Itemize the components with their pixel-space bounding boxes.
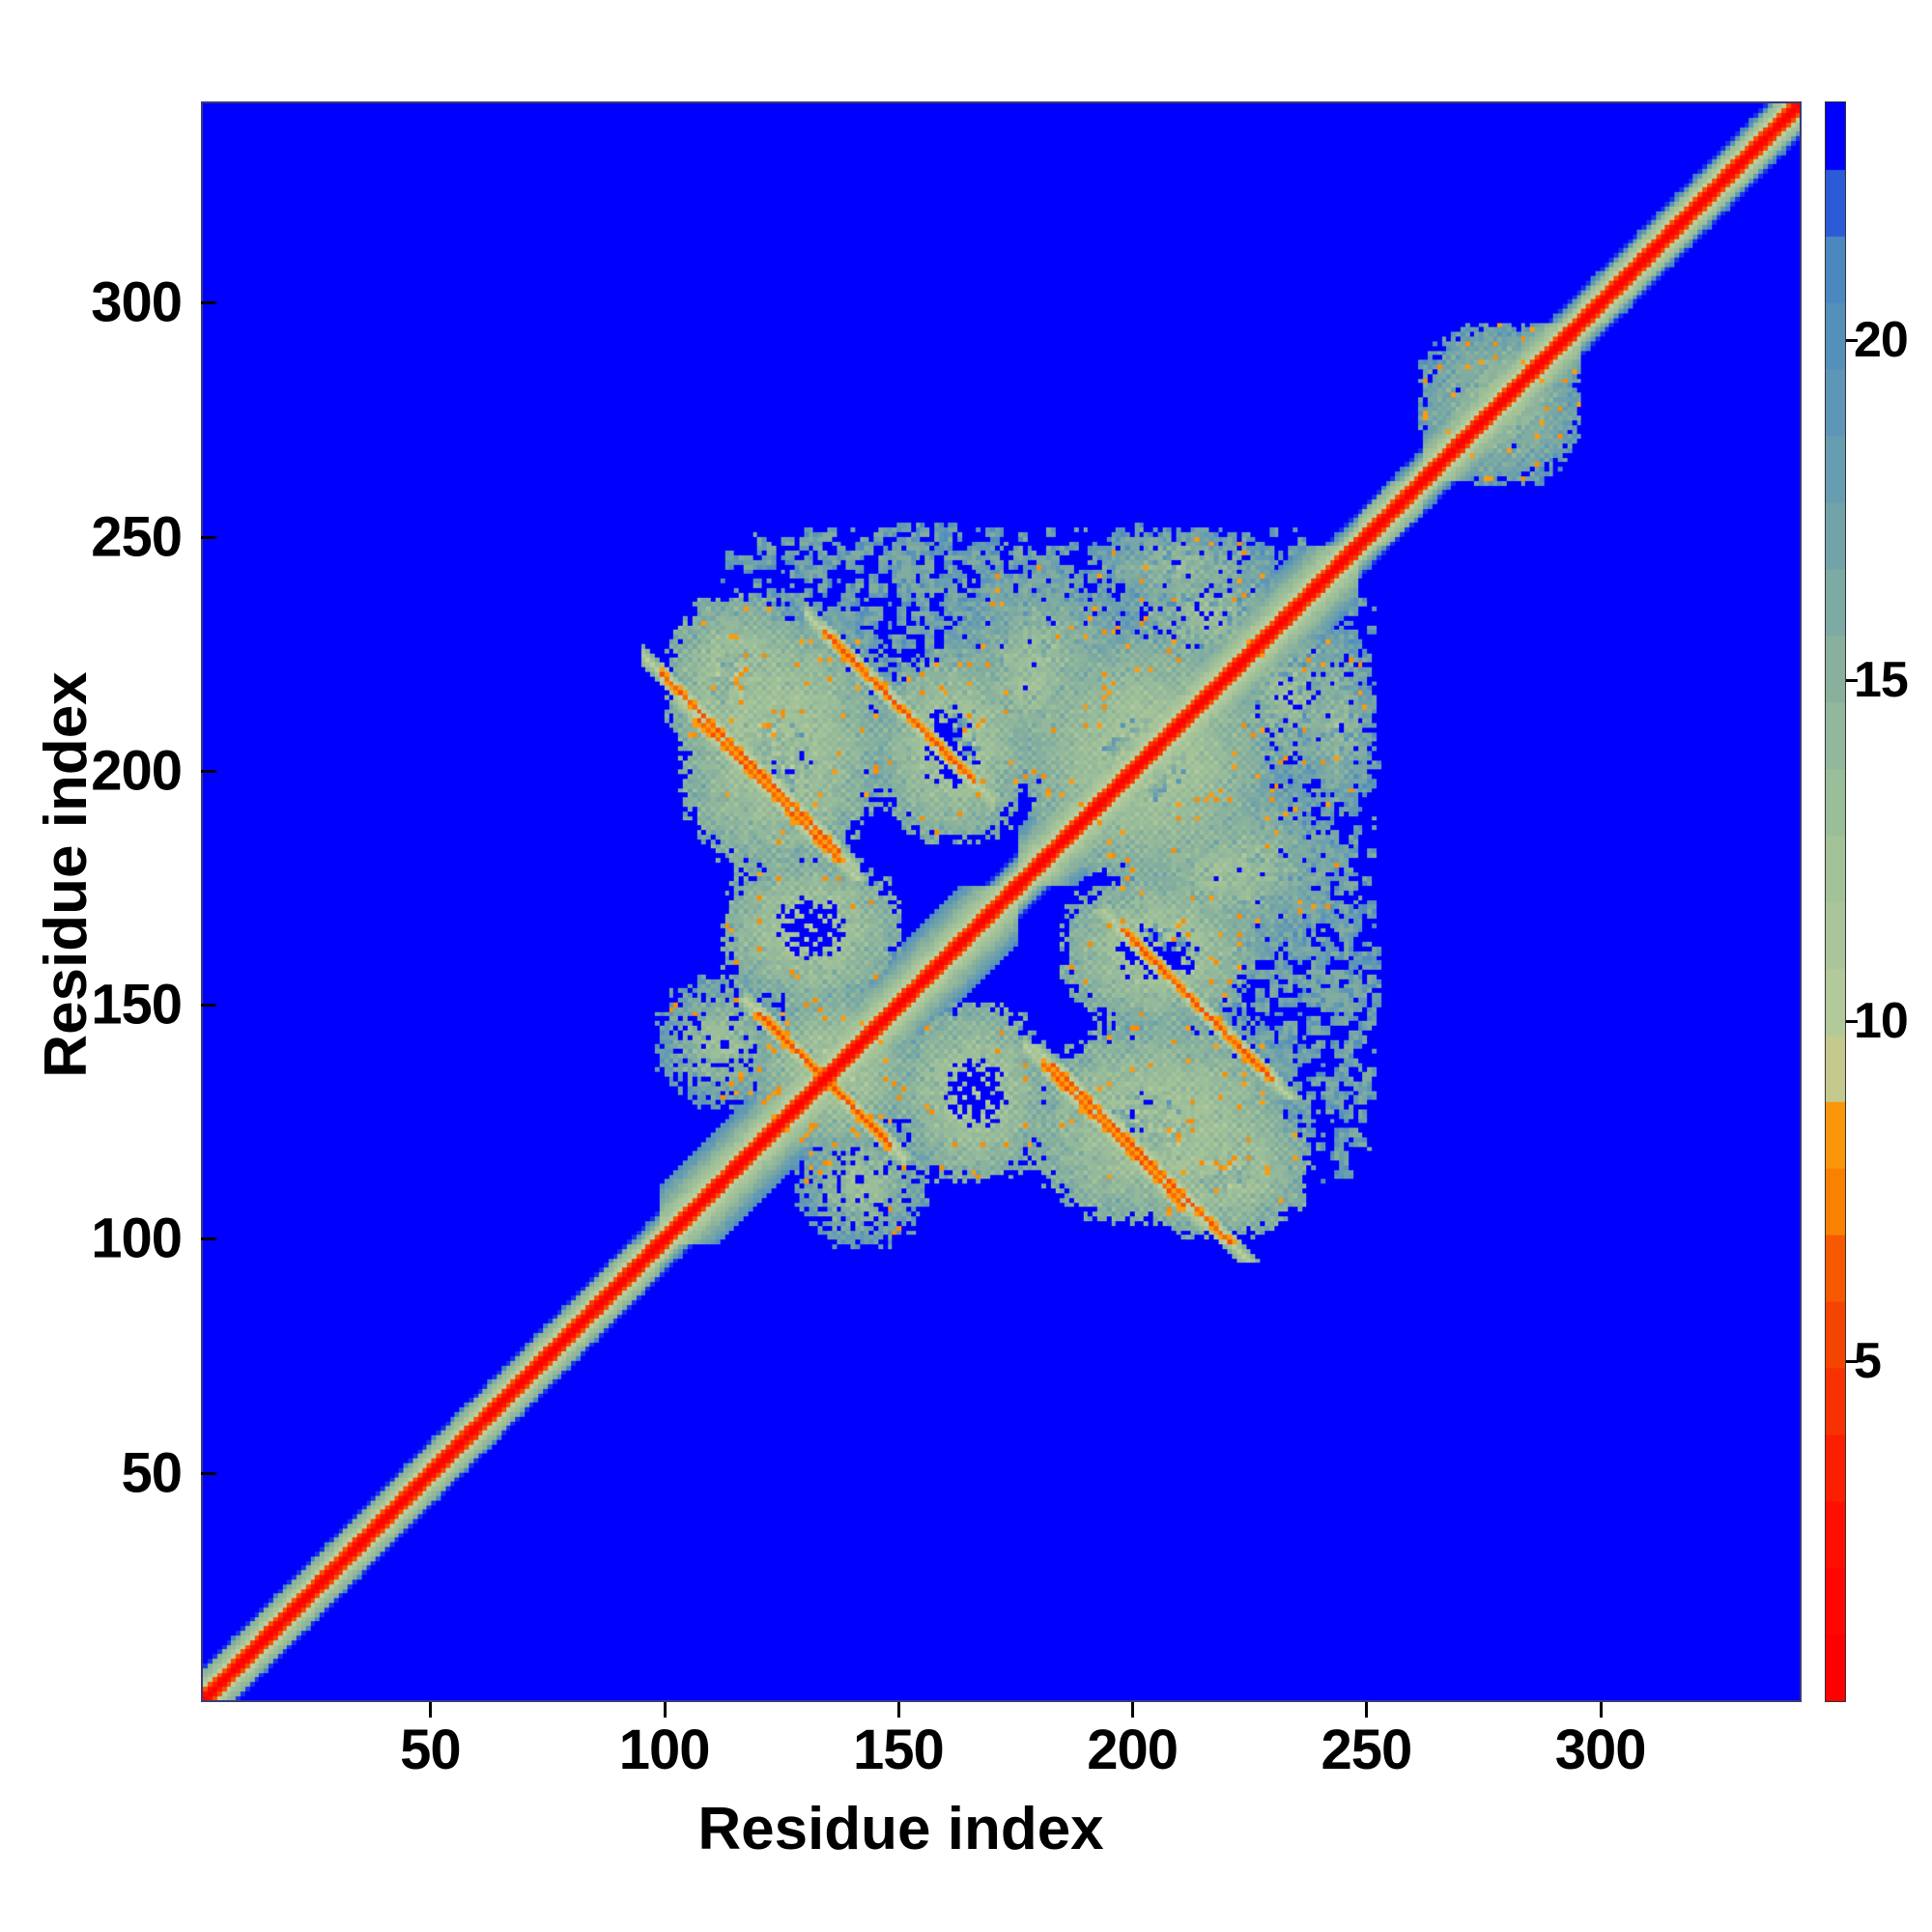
x-tick-label: 300 <box>1554 1719 1647 1781</box>
x-axis-title: Residue index <box>697 1796 1104 1862</box>
y-tick-label: 150 <box>91 973 183 1037</box>
y-tick-mark <box>201 769 216 773</box>
colorbar-tick-mark <box>1846 1360 1858 1364</box>
y-tick-mark <box>201 1004 216 1008</box>
y-tick-label: 50 <box>121 1441 183 1505</box>
colorbar-gradient <box>1826 102 1845 1701</box>
colorbar-tick-mark <box>1846 679 1858 683</box>
x-tick-mark <box>429 1702 433 1718</box>
x-tick-label: 150 <box>853 1719 945 1781</box>
colorbar-tick-label: 15 <box>1854 652 1909 709</box>
x-tick-mark <box>1599 1702 1603 1718</box>
x-tick-label: 250 <box>1321 1719 1413 1781</box>
colorbar-tick-label: 10 <box>1854 992 1909 1049</box>
y-tick-label: 100 <box>91 1207 183 1270</box>
y-tick-label: 200 <box>91 739 183 803</box>
colorbar-tick-mark <box>1846 1019 1858 1023</box>
x-tick-mark <box>663 1702 667 1718</box>
x-tick-mark <box>1131 1702 1135 1718</box>
x-tick-mark <box>896 1702 900 1718</box>
x-tick-mark <box>1365 1702 1369 1718</box>
distance-matrix-canvas <box>203 103 1800 1700</box>
heatmap-plot-area[interactable] <box>201 101 1802 1702</box>
y-tick-label: 250 <box>91 505 183 569</box>
x-tick-label: 200 <box>1087 1719 1179 1781</box>
x-tick-label: 100 <box>618 1719 711 1781</box>
colorbar[interactable] <box>1825 101 1846 1702</box>
y-tick-mark <box>201 1471 216 1475</box>
y-tick-mark <box>201 1237 216 1241</box>
y-axis-title: Residue index <box>33 671 99 1078</box>
colorbar-tick-label: 20 <box>1854 311 1909 368</box>
y-tick-mark <box>201 301 216 305</box>
y-tick-label: 300 <box>91 270 183 334</box>
colorbar-tick-mark <box>1846 338 1858 342</box>
colorbar-container: 5 10 15 20 <box>1825 101 1909 1702</box>
colorbar-tick-label: 5 <box>1854 1333 1882 1390</box>
y-tick-mark <box>201 535 216 539</box>
x-tick-label: 50 <box>400 1719 462 1781</box>
